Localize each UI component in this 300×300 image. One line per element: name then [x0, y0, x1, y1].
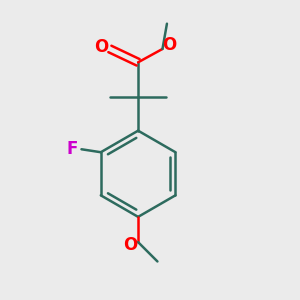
Text: O: O — [162, 36, 176, 54]
Text: O: O — [94, 38, 109, 56]
Text: F: F — [67, 140, 78, 158]
Text: O: O — [124, 236, 138, 254]
